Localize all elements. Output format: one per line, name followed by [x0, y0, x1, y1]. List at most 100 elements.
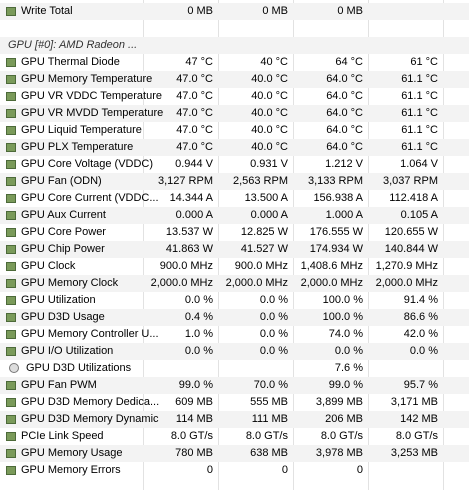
sensor-value: 2,563 RPM — [232, 175, 288, 187]
sensor-label: GPU Core Current (VDDC... — [21, 192, 159, 204]
sensor-value: 3,133 RPM — [307, 175, 363, 187]
sensor-value: 47.0 °C — [176, 141, 213, 153]
sensor-value: 111 MB — [251, 413, 288, 425]
sensor-value: 0 — [356, 464, 363, 476]
sensor-value: 112.418 A — [389, 192, 438, 204]
sensor-value: 900.0 MHz — [159, 260, 213, 272]
sensor-row: GPU Memory Temperature 47.0 °C 40.0 °C 64.0… — [0, 71, 469, 88]
sensor-icon — [6, 262, 16, 271]
sensor-value: 99.0 % — [328, 379, 363, 391]
sensor-label: GPU Memory Temperature — [21, 73, 153, 85]
sensor-value: 41.527 W — [240, 243, 288, 255]
sensor-value: 8.0 GT/s — [170, 430, 213, 442]
sensor-value: 86.6 % — [403, 311, 438, 323]
sensor-label: GPU Fan PWM — [21, 379, 97, 391]
sensor-value: 555 MB — [250, 396, 288, 408]
sensor-value: 64.0 °C — [326, 90, 363, 102]
sensor-label: GPU Core Power — [21, 226, 106, 238]
sensor-value: 13.500 A — [244, 192, 288, 204]
sensor-value: 40.0 °C — [251, 124, 288, 136]
sensor-value: 0.0 % — [259, 311, 288, 323]
sensor-value: 120.655 W — [384, 226, 438, 238]
sensor-value: 0.0 % — [259, 294, 288, 306]
sensor-label: GPU Memory Clock — [21, 277, 119, 289]
sensor-value: 14.344 A — [169, 192, 213, 204]
sensor-value: 142 MB — [400, 413, 438, 425]
sensor-icon — [6, 296, 16, 305]
sensor-label: GPU VR MVDD Temperature — [21, 107, 164, 119]
sensor-value: 0 — [281, 464, 288, 476]
sensor-value: 3,127 RPM — [157, 175, 213, 187]
sensor-value: 8.0 GT/s — [395, 430, 438, 442]
sensor-value: 40.0 °C — [251, 141, 288, 153]
sensor-label: GPU Memory Controller U... — [21, 328, 159, 340]
sensor-value: 40.0 °C — [251, 107, 288, 119]
sensor-value: 3,171 MB — [390, 396, 438, 408]
sensor-value: 1.0 % — [184, 328, 213, 340]
sensor-label: GPU Thermal Diode — [21, 56, 120, 68]
sensor-value: 140.844 W — [384, 243, 438, 255]
sensor-value: 0.0 % — [409, 345, 438, 357]
sensor-value: 1.000 A — [325, 209, 363, 221]
sensor-value: 1.212 V — [325, 158, 363, 170]
sensor-row: PCIe Link Speed 8.0 GT/s 8.0 GT/s 8.0 GT/s 8… — [0, 428, 469, 445]
sensor-label: GPU Liquid Temperature — [21, 124, 142, 136]
sensor-icon — [6, 347, 16, 356]
sensor-icon — [6, 228, 16, 237]
sensor-value: 40.0 °C — [251, 90, 288, 102]
sensor-value: 99.0 % — [178, 379, 213, 391]
sensor-row: GPU Memory Controller U... 1.0 % 0.0 % 74.0… — [0, 326, 469, 343]
sensor-value: 12.825 W — [240, 226, 288, 238]
sensor-row: GPU Memory Usage 780 MB 638 MB 3,978 MB 3,25… — [0, 445, 469, 462]
sensor-value: 40 °C — [260, 56, 288, 68]
sensor-value: 114 MB — [175, 413, 213, 425]
sensor-row: GPU Chip Power 41.863 W 41.527 W 174.934 W 1… — [0, 241, 469, 258]
sensor-row: GPU D3D Memory Dynamic 114 MB 111 MB 206 MB… — [0, 411, 469, 428]
sensor-icon — [6, 330, 16, 339]
sensor-value: 0 MB — [262, 5, 288, 17]
sensor-value: 0.931 V — [250, 158, 288, 170]
sensor-value: 2,000.0 MHz — [225, 277, 288, 289]
sensor-icon — [6, 245, 16, 254]
sensor-value: 3,978 MB — [315, 447, 363, 459]
sensor-label: GPU Clock — [21, 260, 76, 272]
sensor-value: 64.0 °C — [326, 107, 363, 119]
sensor-value: 1,408.6 MHz — [300, 260, 363, 272]
sensor-value: 0.944 V — [175, 158, 213, 170]
sensor-value: 0.000 A — [250, 209, 288, 221]
sensor-value: 61 °C — [410, 56, 438, 68]
sensor-value: 780 MB — [175, 447, 213, 459]
sensor-label: Write Total — [21, 5, 73, 17]
sensor-value: 91.4 % — [403, 294, 438, 306]
sensor-value: 1.064 V — [400, 158, 438, 170]
sensor-icon — [6, 143, 16, 152]
sensor-label: PCIe Link Speed — [21, 430, 104, 442]
sensor-value: 0 MB — [187, 5, 213, 17]
sensor-value: 47.0 °C — [176, 90, 213, 102]
sensor-value: 47.0 °C — [176, 107, 213, 119]
sensor-label: GPU Fan (ODN) — [21, 175, 102, 187]
sensor-row: Write Total 0 MB 0 MB 0 MB — [0, 3, 469, 20]
sensor-value: 156.938 A — [313, 192, 363, 204]
sensor-value: 61.1 °C — [401, 141, 438, 153]
sensor-label: GPU D3D Usage — [21, 311, 105, 323]
sensor-value: 64.0 °C — [326, 141, 363, 153]
sensor-value: 8.0 GT/s — [320, 430, 363, 442]
sensor-label: GPU Core Voltage (VDDC) — [21, 158, 154, 170]
sensor-row: GPU Core Power 13.537 W 12.825 W 176.555 W 1… — [0, 224, 469, 241]
sensor-label: GPU Chip Power — [21, 243, 105, 255]
sensor-value: 0.0 % — [184, 345, 213, 357]
sensor-label: GPU PLX Temperature — [21, 141, 134, 153]
sensor-icon — [6, 58, 16, 67]
sensor-icon — [6, 313, 16, 322]
sensor-icon — [6, 126, 16, 135]
sensor-value: 41.863 W — [165, 243, 213, 255]
sensor-icon — [6, 194, 16, 203]
sensor-row: GPU D3D Utilizations 7.6 % — [0, 360, 469, 377]
sensor-value: 64.0 °C — [326, 73, 363, 85]
sensor-value: 47.0 °C — [176, 124, 213, 136]
sensor-icon — [6, 109, 16, 118]
sensor-value: 61.1 °C — [401, 124, 438, 136]
sensor-label: GPU Memory Errors — [21, 464, 121, 476]
